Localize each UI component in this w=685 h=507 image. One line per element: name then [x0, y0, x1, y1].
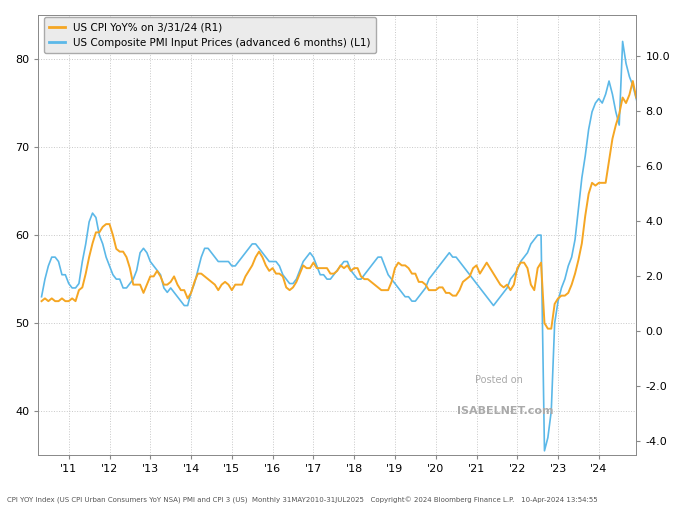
Text: Posted on: Posted on [475, 375, 523, 385]
Text: CPI YOY Index (US CPI Urban Consumers YoY NSA) PMI and CPI 3 (US)  Monthly 31MAY: CPI YOY Index (US CPI Urban Consumers Yo… [7, 497, 597, 504]
Text: ISABELNET.com: ISABELNET.com [457, 406, 553, 416]
Legend: US CPI YoY% on 3/31/24 (R1), US Composite PMI Input Prices (advanced 6 months) (: US CPI YoY% on 3/31/24 (R1), US Composit… [44, 17, 376, 53]
